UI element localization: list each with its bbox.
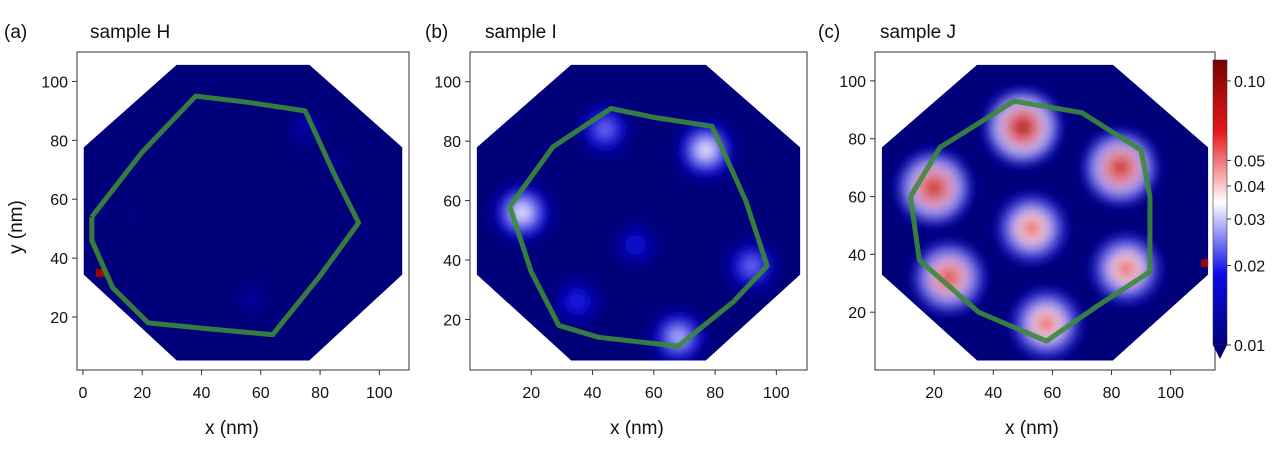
heatmap-blob bbox=[614, 223, 657, 267]
x-tick-label: 100 bbox=[763, 385, 790, 402]
heatmap-background bbox=[83, 64, 403, 361]
y-tick-label: 80 bbox=[443, 134, 461, 151]
y-tick-label: 60 bbox=[443, 194, 461, 211]
x-tick-label: 80 bbox=[706, 385, 724, 402]
colorbar-extend-triangle bbox=[1213, 345, 1227, 359]
y-tick-label: 20 bbox=[50, 310, 68, 327]
heatmap-blob bbox=[912, 240, 986, 315]
heatmap-blob bbox=[650, 309, 707, 361]
x-tick-label: 20 bbox=[522, 385, 540, 402]
panel-label-b: (b) bbox=[425, 22, 449, 43]
y-tick-label: 60 bbox=[848, 190, 866, 207]
y-tick-label: 40 bbox=[50, 251, 68, 268]
y-tick-label: 60 bbox=[50, 192, 68, 209]
hot-spot bbox=[332, 74, 343, 83]
hot-spot bbox=[1201, 259, 1209, 268]
hot-spot bbox=[95, 268, 106, 277]
colorbar: 0.10 0.05 0.04 0.03 0.02 0.01 bbox=[1212, 59, 1265, 359]
x-tick-label: 20 bbox=[925, 385, 943, 402]
panel-title-c: sample J bbox=[880, 22, 957, 43]
x-tick-label: 60 bbox=[1043, 385, 1061, 402]
y-tick-label: 20 bbox=[443, 312, 461, 329]
heatmap-blob bbox=[1091, 233, 1162, 304]
island-outline bbox=[908, 98, 1153, 344]
x-tick-label: 100 bbox=[366, 385, 393, 402]
x-tick-label: 60 bbox=[252, 385, 270, 402]
x-tick-label: 20 bbox=[133, 385, 151, 402]
x-tick-label: 40 bbox=[584, 385, 602, 402]
heatmap-blob bbox=[984, 88, 1062, 166]
y-tick-label: 100 bbox=[434, 75, 461, 92]
panel-label-c: (c) bbox=[818, 22, 841, 43]
colorbar-gradient bbox=[1212, 59, 1228, 346]
x-tick-label: 40 bbox=[984, 385, 1002, 402]
panel-title-b: sample I bbox=[485, 22, 557, 43]
y-tick-label: 20 bbox=[848, 305, 866, 322]
x-tick-label: 40 bbox=[193, 385, 211, 402]
x-axis-label-c: x (nm) bbox=[1005, 418, 1059, 439]
heatmap-blob bbox=[676, 120, 736, 180]
colorbar-tick-label: 0.04 bbox=[1234, 179, 1265, 196]
panel-title-a: sample H bbox=[90, 22, 171, 43]
x-tick-label: 80 bbox=[1103, 385, 1121, 402]
colorbar-tick-label: 0.10 bbox=[1234, 74, 1265, 91]
x-axis-label-b: x (nm) bbox=[610, 418, 664, 439]
colorbar-tick-label: 0.05 bbox=[1234, 153, 1265, 170]
heatmap-panel-b: 20 40 60 80 100 20 40 60 80 100 bbox=[434, 51, 808, 402]
y-tick-label: 80 bbox=[848, 132, 866, 149]
panel-label-a: (a) bbox=[4, 22, 28, 43]
colorbar-tick-label: 0.03 bbox=[1234, 212, 1265, 229]
island-outline bbox=[507, 105, 770, 349]
x-tick-label: 60 bbox=[645, 385, 663, 402]
heatmap-blob bbox=[236, 284, 267, 315]
heatmap-panel-c: 20 40 60 80 100 20 40 60 80 100 bbox=[839, 51, 1216, 402]
x-tick-label: 80 bbox=[311, 385, 329, 402]
heatmap-blob bbox=[554, 278, 601, 325]
y-tick-label: 40 bbox=[443, 253, 461, 270]
y-tick-label: 100 bbox=[41, 74, 68, 91]
heatmap-blob bbox=[896, 150, 972, 226]
x-tick-label: 100 bbox=[1157, 385, 1184, 402]
heatmap-blob bbox=[996, 193, 1067, 264]
colorbar-tick-label: 0.01 bbox=[1234, 338, 1265, 355]
colorbar-tick-label: 0.02 bbox=[1234, 259, 1265, 276]
heatmap-panel-a: 0 20 40 60 80 100 20 40 60 80 100 bbox=[41, 51, 410, 402]
plot-frame bbox=[76, 51, 410, 371]
y-tick-label: 100 bbox=[839, 74, 866, 91]
y-tick-label: 80 bbox=[50, 133, 68, 150]
heatmap-blob bbox=[123, 203, 144, 225]
x-tick-label: 0 bbox=[78, 385, 87, 402]
y-tick-label: 40 bbox=[848, 247, 866, 264]
x-axis-label-a: x (nm) bbox=[205, 418, 259, 439]
plot-frame bbox=[469, 51, 808, 371]
island-outline bbox=[89, 93, 362, 338]
